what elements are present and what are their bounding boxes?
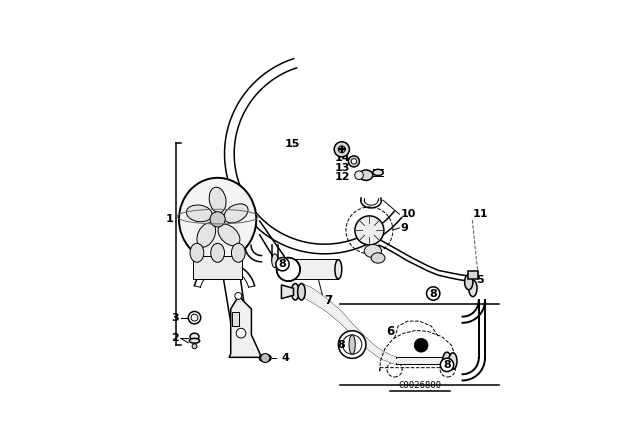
Text: 8: 8 bbox=[443, 360, 451, 370]
Text: 10: 10 bbox=[401, 209, 416, 219]
Text: 13: 13 bbox=[335, 163, 351, 172]
Circle shape bbox=[351, 159, 356, 164]
Text: 6: 6 bbox=[386, 325, 394, 338]
Bar bbox=[193, 256, 242, 279]
Ellipse shape bbox=[186, 205, 212, 222]
Ellipse shape bbox=[224, 204, 248, 223]
Text: 8: 8 bbox=[278, 259, 286, 269]
Ellipse shape bbox=[218, 224, 240, 246]
Ellipse shape bbox=[298, 284, 305, 300]
Bar bbox=[287, 260, 339, 279]
Ellipse shape bbox=[283, 260, 290, 279]
Circle shape bbox=[276, 258, 300, 281]
Text: 3: 3 bbox=[172, 313, 179, 323]
Circle shape bbox=[339, 146, 345, 153]
Ellipse shape bbox=[468, 280, 477, 297]
Ellipse shape bbox=[192, 344, 197, 349]
Ellipse shape bbox=[197, 223, 216, 247]
Ellipse shape bbox=[209, 187, 226, 213]
Ellipse shape bbox=[449, 353, 457, 370]
Text: 4: 4 bbox=[282, 353, 289, 363]
Text: 9: 9 bbox=[401, 223, 408, 233]
Text: 8: 8 bbox=[337, 340, 345, 349]
Ellipse shape bbox=[211, 243, 225, 262]
Ellipse shape bbox=[349, 335, 355, 354]
Ellipse shape bbox=[355, 171, 364, 180]
Polygon shape bbox=[468, 271, 478, 279]
Text: C0026800: C0026800 bbox=[398, 381, 441, 390]
Polygon shape bbox=[304, 285, 397, 364]
Ellipse shape bbox=[189, 338, 200, 343]
Ellipse shape bbox=[335, 260, 342, 279]
Text: 14: 14 bbox=[335, 153, 351, 163]
Polygon shape bbox=[282, 285, 294, 299]
Text: 5: 5 bbox=[476, 275, 484, 285]
Text: 8: 8 bbox=[429, 289, 437, 298]
Circle shape bbox=[414, 338, 428, 352]
Ellipse shape bbox=[179, 178, 256, 261]
Text: 11: 11 bbox=[473, 209, 488, 219]
Circle shape bbox=[235, 293, 242, 299]
Polygon shape bbox=[229, 295, 260, 358]
Bar bbox=[397, 358, 445, 364]
Text: 15: 15 bbox=[285, 139, 300, 150]
Text: 12: 12 bbox=[335, 172, 351, 182]
Circle shape bbox=[355, 216, 384, 245]
Ellipse shape bbox=[371, 253, 385, 263]
Ellipse shape bbox=[373, 169, 383, 176]
Ellipse shape bbox=[259, 354, 271, 362]
Circle shape bbox=[260, 353, 269, 362]
Ellipse shape bbox=[364, 245, 381, 258]
Ellipse shape bbox=[232, 243, 245, 262]
Ellipse shape bbox=[190, 333, 199, 340]
Text: 7: 7 bbox=[324, 294, 332, 307]
Ellipse shape bbox=[465, 275, 473, 290]
Circle shape bbox=[334, 142, 349, 157]
Circle shape bbox=[339, 331, 366, 358]
Ellipse shape bbox=[442, 352, 451, 370]
Text: 2: 2 bbox=[172, 333, 179, 343]
Circle shape bbox=[236, 328, 246, 338]
Bar bbox=[232, 313, 239, 326]
Ellipse shape bbox=[190, 243, 204, 262]
Ellipse shape bbox=[272, 254, 278, 267]
Circle shape bbox=[210, 212, 225, 227]
Circle shape bbox=[348, 156, 360, 167]
Ellipse shape bbox=[291, 284, 299, 300]
Ellipse shape bbox=[359, 170, 373, 181]
Text: 1: 1 bbox=[166, 214, 173, 224]
